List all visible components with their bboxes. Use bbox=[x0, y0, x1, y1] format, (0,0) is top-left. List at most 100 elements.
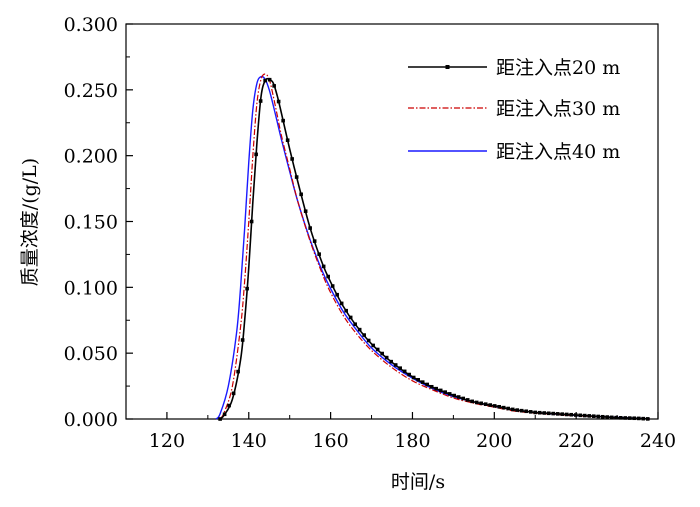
series-1-marker bbox=[236, 369, 240, 374]
series-1-marker bbox=[537, 410, 542, 415]
series-1-marker bbox=[506, 406, 511, 411]
series-1-marker bbox=[294, 175, 299, 179]
x-tick-label: 140 bbox=[231, 430, 267, 452]
series-1-marker bbox=[254, 152, 258, 157]
series-1-marker bbox=[429, 384, 434, 389]
y-tick-label: 0.200 bbox=[64, 146, 118, 168]
x-tick-label: 240 bbox=[640, 430, 676, 452]
series-1-marker bbox=[357, 327, 362, 332]
series-1-marker bbox=[497, 404, 502, 409]
series-1-marker bbox=[416, 378, 420, 382]
series-1-marker bbox=[551, 411, 556, 416]
series-1-marker bbox=[267, 77, 272, 82]
series-1-marker bbox=[438, 388, 443, 393]
legend-label-1: 距注入点20 m bbox=[496, 57, 620, 79]
series-1-marker bbox=[380, 351, 384, 356]
series-1-marker bbox=[641, 416, 646, 421]
series-1-marker bbox=[578, 413, 583, 418]
legend: 距注入点20 m 距注入点30 m 距注入点40 m bbox=[408, 57, 620, 163]
series-1-marker bbox=[276, 99, 281, 104]
series-1-marker bbox=[393, 363, 398, 367]
x-tick-label: 120 bbox=[149, 430, 185, 452]
series-line-1 bbox=[219, 77, 650, 420]
series-1-marker bbox=[299, 192, 303, 197]
series-1-marker bbox=[479, 401, 484, 406]
series-1-marker bbox=[618, 416, 623, 420]
series-1-marker bbox=[623, 416, 628, 420]
series-1-marker bbox=[231, 391, 236, 396]
y-tick-label: 0.050 bbox=[64, 343, 118, 365]
x-axis: 120 140 160 180 200 220 240 bbox=[149, 412, 676, 452]
series-1-marker bbox=[366, 338, 371, 343]
series-1-marker bbox=[420, 380, 425, 384]
series-1-marker bbox=[335, 292, 339, 297]
series-1-marker bbox=[474, 400, 479, 405]
series-1-marker bbox=[434, 386, 438, 391]
x-axis-title: 时间/s bbox=[391, 471, 445, 493]
series-1-marker bbox=[569, 412, 574, 417]
series-1-marker bbox=[362, 333, 366, 337]
series-1-marker bbox=[290, 157, 294, 161]
series-1-marker bbox=[515, 408, 520, 412]
x-tick-label: 180 bbox=[394, 430, 430, 452]
series-1-marker bbox=[573, 413, 578, 417]
series-1-marker bbox=[452, 393, 457, 398]
x-tick-label: 200 bbox=[476, 430, 512, 452]
legend-label-2: 距注入点30 m bbox=[496, 98, 620, 120]
series-1-marker bbox=[218, 417, 222, 421]
series-1-marker bbox=[546, 411, 551, 416]
legend-marker bbox=[445, 65, 450, 69]
series-1-marker bbox=[627, 416, 632, 420]
series-1-marker bbox=[461, 396, 466, 401]
series-1-marker bbox=[632, 416, 637, 421]
y-tick-label: 0.150 bbox=[64, 212, 118, 234]
series-1-marker bbox=[609, 415, 614, 420]
series-1-marker bbox=[330, 284, 335, 288]
series-1-marker bbox=[560, 412, 565, 416]
series-1-marker bbox=[222, 412, 227, 417]
plot-border bbox=[125, 23, 659, 420]
series-1-marker bbox=[465, 398, 470, 402]
series-1-marker bbox=[528, 410, 533, 414]
series-1-marker bbox=[344, 308, 348, 313]
legend-label-3: 距注入点40 m bbox=[496, 141, 620, 163]
series-1-marker bbox=[614, 415, 619, 420]
y-axis-title: 质量浓度/(g/L) bbox=[19, 158, 41, 286]
y-tick-label: 0.000 bbox=[64, 409, 118, 431]
series-1-marker bbox=[407, 372, 411, 377]
y-tick-label: 0.250 bbox=[64, 80, 118, 102]
series-1-marker bbox=[353, 322, 357, 326]
series-1-marker bbox=[339, 301, 344, 306]
series-1-marker bbox=[456, 395, 461, 399]
series-1-marker bbox=[263, 78, 267, 83]
y-tick-label: 0.100 bbox=[64, 277, 118, 299]
series-1-marker bbox=[348, 315, 353, 320]
series-1-marker bbox=[591, 414, 596, 418]
series-1-marker bbox=[240, 338, 245, 342]
series-layer bbox=[215, 73, 650, 421]
series-1-marker bbox=[227, 403, 231, 408]
series-line-3 bbox=[215, 75, 650, 420]
series-1-marker bbox=[555, 412, 560, 416]
series-1-marker bbox=[488, 403, 493, 407]
series-1-marker bbox=[321, 264, 326, 269]
series-1-marker bbox=[447, 392, 452, 396]
series-1-marker bbox=[411, 375, 416, 380]
y-axis: 0.000 0.050 0.100 0.150 0.200 0.250 0.300 bbox=[64, 14, 133, 431]
series-1-marker bbox=[384, 355, 389, 360]
series-1-marker bbox=[308, 226, 312, 230]
series-1-marker bbox=[249, 219, 254, 224]
series-1-marker bbox=[519, 408, 524, 413]
series-1-marker bbox=[375, 347, 380, 352]
series-1-marker bbox=[645, 417, 650, 421]
series-1-marker bbox=[470, 399, 475, 404]
y-tick-label: 0.300 bbox=[64, 14, 118, 36]
series-1-marker bbox=[245, 286, 249, 291]
series-1-marker bbox=[510, 407, 515, 412]
series-1-marker bbox=[564, 412, 569, 417]
series-1-marker bbox=[389, 359, 393, 364]
series-1-marker bbox=[524, 409, 529, 414]
series-1-marker bbox=[317, 252, 321, 256]
series-1-marker bbox=[483, 402, 488, 406]
series-1-marker bbox=[258, 99, 263, 103]
